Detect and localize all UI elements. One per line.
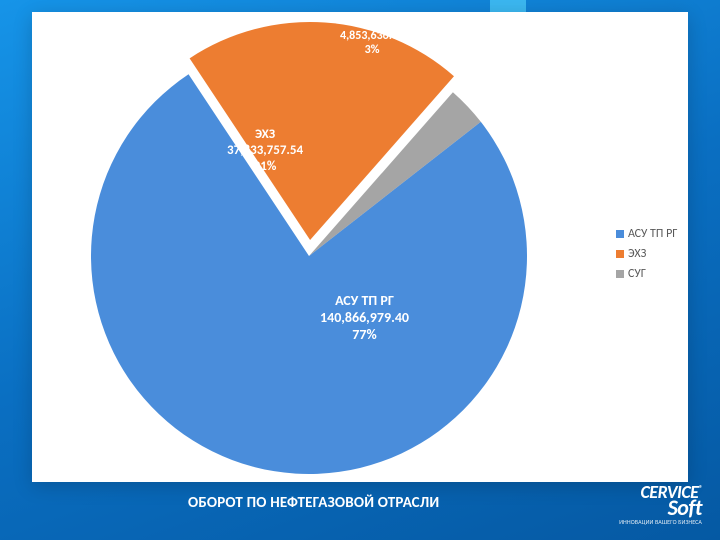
legend-label: АСУ ТП РГ xyxy=(628,227,677,241)
legend-label: СУГ xyxy=(628,267,646,281)
legend-swatch xyxy=(616,250,624,258)
pie-chart xyxy=(32,12,688,482)
logo-reg: ® xyxy=(698,484,702,494)
chart-panel: АСУ ТП РГЭХЗСУГ АСУ ТП РГ 140,866,979.40… xyxy=(32,12,688,482)
legend-item: АСУ ТП РГ xyxy=(616,227,677,241)
slide-caption: ОБОРОТ ПО НЕФТЕГАЗОВОЙ ОТРАСЛИ xyxy=(188,494,439,512)
legend-swatch xyxy=(616,230,624,238)
legend-label: ЭХЗ xyxy=(628,247,646,261)
legend: АСУ ТП РГ ЭХЗ СУГ xyxy=(616,227,677,287)
legend-swatch xyxy=(616,270,624,278)
legend-item: ЭХЗ xyxy=(616,247,677,261)
legend-item: СУГ xyxy=(616,267,677,281)
logo: CERVICE® Soft ИННОВАЦИИ ВАШЕГО БИЗНЕСА xyxy=(619,485,702,526)
logo-tagline: ИННОВАЦИИ ВАШЕГО БИЗНЕСА xyxy=(619,518,702,526)
slide: АСУ ТП РГЭХЗСУГ АСУ ТП РГ 140,866,979.40… xyxy=(0,0,720,540)
